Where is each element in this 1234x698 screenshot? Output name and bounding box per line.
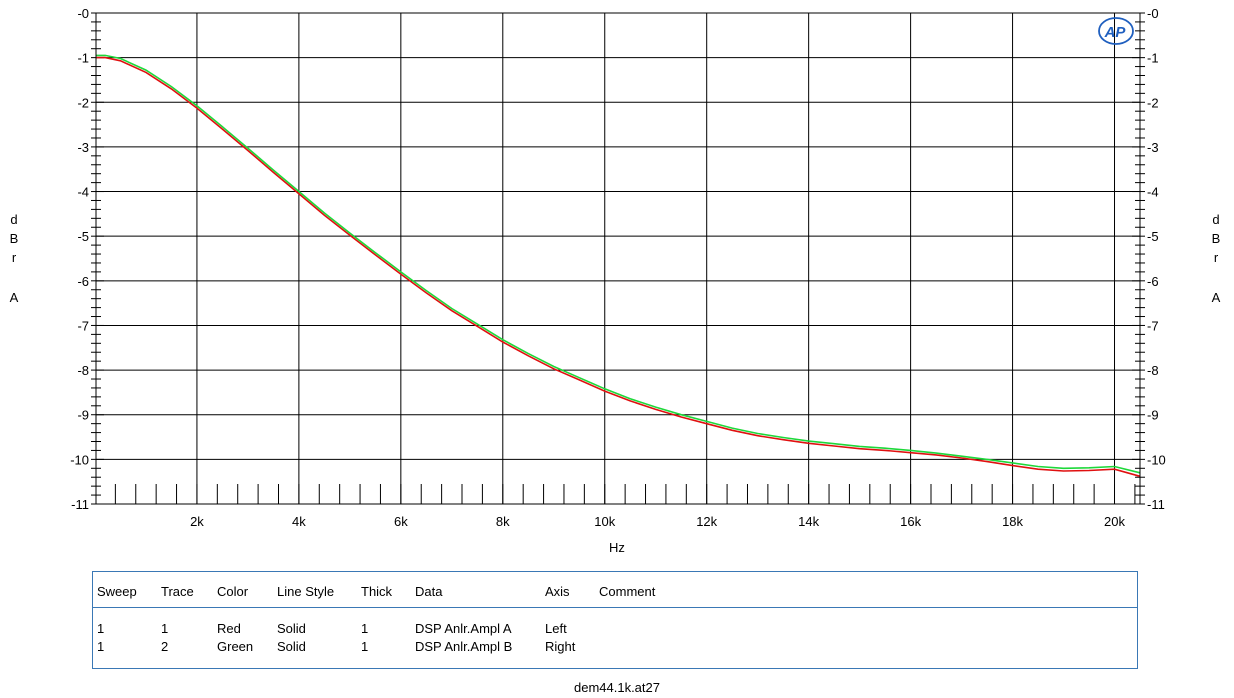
legend-cell-color: Green <box>217 639 254 654</box>
y-axis-left-title: dBr A <box>10 212 19 305</box>
legend-cell-data: DSP Anlr.Ampl B <box>415 639 513 654</box>
chart-traces <box>96 54 1141 478</box>
y-tick-label-right: -8 <box>1147 363 1159 378</box>
y-tick-label-left: -8 <box>77 363 89 378</box>
legend-cell-axis: Left <box>545 621 567 636</box>
y-tick-label-right: -1 <box>1147 51 1159 66</box>
legend-header-sweep: Sweep <box>97 584 137 599</box>
y-tick-label-left: -2 <box>77 95 89 110</box>
y-axis-right-labels: -0 -1 -2 -3 -4 -5 -6 -7 -8 -9 -10 -11 <box>1147 6 1166 512</box>
trace-line-2 <box>96 54 1141 474</box>
y-tick-label-right: -9 <box>1147 408 1159 423</box>
y-tick-label-left: -6 <box>77 274 89 289</box>
legend-cell-data: DSP Anlr.Ampl A <box>415 621 512 636</box>
trace-line-1 <box>96 56 1141 478</box>
y-tick-label-right: -4 <box>1147 185 1159 200</box>
x-tick-label: 2k <box>190 514 204 529</box>
legend-header-comment: Comment <box>599 584 656 599</box>
x-tick-label: 16k <box>900 514 921 529</box>
legend-header-line-style: Line Style <box>277 584 335 599</box>
x-axis-title: Hz <box>609 540 625 555</box>
y-tick-label-left: -0 <box>77 6 89 21</box>
ap-logo: AP <box>1098 17 1134 45</box>
legend-cell-sweep: 1 <box>97 621 105 636</box>
legend-cell-thick: 1 <box>361 621 369 636</box>
frequency-response-chart: -0-1-2-3-4-5-6-7-8-9-10-11 -0-1-2-3-4-5-… <box>10 6 1221 555</box>
legend-cell-line-style: Solid <box>277 621 306 636</box>
y-axis-title-letter: r <box>12 250 17 265</box>
legend-header-data: Data <box>415 584 443 599</box>
legend-header-color: Color <box>217 584 249 599</box>
y-tick-label-right: -5 <box>1147 229 1159 244</box>
y-tick-label-right: -0 <box>1147 6 1159 21</box>
bottom-frequency-ticks <box>114 484 1136 504</box>
x-tick-label: 14k <box>798 514 819 529</box>
y-axis-title-letter: A <box>1212 290 1221 305</box>
ap-logo-ring <box>1098 17 1134 45</box>
legend-cell-trace: 1 <box>161 621 169 636</box>
legend-header-trace: Trace <box>161 584 194 599</box>
x-tick-label: 6k <box>394 514 408 529</box>
legend-cell-trace: 2 <box>161 639 169 654</box>
legend-header-row: Sweep Trace Color Line Style Thick Data … <box>93 572 1137 608</box>
x-tick-label: 4k <box>292 514 306 529</box>
y-axis-title-letter: r <box>1214 250 1219 265</box>
legend-cell-thick: 1 <box>361 639 369 654</box>
y-tick-label-left: -3 <box>77 140 89 155</box>
y-tick-label-left: -7 <box>77 318 89 333</box>
y-axis-title-letter: B <box>1212 231 1221 246</box>
plot-frame <box>95 12 1141 505</box>
legend-cell-line-style: Solid <box>277 639 306 654</box>
x-tick-label: 12k <box>696 514 717 529</box>
footer-filename: dem44.1k.at27 <box>573 680 660 695</box>
y-axis-title-letter: d <box>1212 212 1219 227</box>
legend-table: Sweep Trace Color Line Style Thick Data … <box>92 571 1138 669</box>
x-tick-label: 20k <box>1104 514 1125 529</box>
y-tick-label-right: -10 <box>1147 452 1166 467</box>
y-tick-label-left: -11 <box>71 497 89 512</box>
chart-grid <box>96 12 1140 505</box>
legend-header-axis: Axis <box>545 584 570 599</box>
y-tick-label-left: -4 <box>77 185 89 200</box>
y-tick-label-right: -11 <box>1147 497 1165 512</box>
y-tick-label-right: -6 <box>1147 274 1159 289</box>
minor-ticks <box>91 12 1145 505</box>
x-axis-labels: 2k 4k 6k 8k 10k 12k 14k 16k 18k 20k <box>190 514 1125 529</box>
y-axis-title-letter: d <box>10 212 17 227</box>
x-tick-label: 18k <box>1002 514 1023 529</box>
legend-header-thick: Thick <box>361 584 393 599</box>
y-tick-label-left: -10 <box>70 452 89 467</box>
y-tick-label-left: -1 <box>77 51 89 66</box>
y-axis-right-title: dBr A <box>1212 212 1221 305</box>
legend-cell-axis: Right <box>545 639 576 654</box>
y-axis-title-letter: B <box>10 231 19 246</box>
x-tick-label: 10k <box>594 514 615 529</box>
y-tick-label-right: -2 <box>1147 95 1159 110</box>
y-axis-left-labels: -0 -1 -2 -3 -4 -5 -6 -7 -8 -9 -10 -11 <box>70 6 89 512</box>
y-axis-title-letter: A <box>10 290 19 305</box>
legend-cell-color: Red <box>217 621 241 636</box>
legend-cell-sweep: 1 <box>97 639 105 654</box>
y-tick-label-right: -3 <box>1147 140 1159 155</box>
x-tick-label: 8k <box>496 514 510 529</box>
ap-logo-text: AP <box>1104 24 1127 41</box>
y-tick-label-right: -7 <box>1147 318 1159 333</box>
y-tick-label-left: -5 <box>77 229 89 244</box>
y-tick-label-left: -9 <box>77 408 89 423</box>
